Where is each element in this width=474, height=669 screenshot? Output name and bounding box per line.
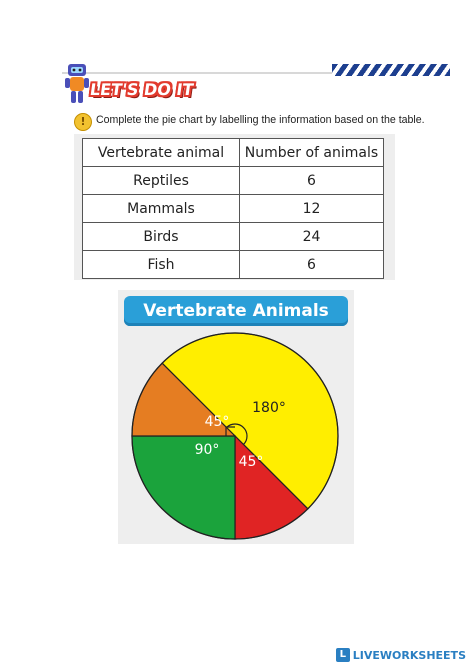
pie-slice xyxy=(131,435,236,540)
slice-label: 180° xyxy=(252,400,286,416)
banner-divider xyxy=(62,72,450,74)
right-angle-marker xyxy=(225,426,235,436)
footer-brand: L LIVEWORKSHEETS xyxy=(335,647,466,663)
instruction: ! Complete the pie chart by labelling th… xyxy=(74,112,454,132)
instruction-text: Complete the pie chart by labelling the … xyxy=(96,114,425,126)
table-row: Mammals 12 xyxy=(82,194,384,223)
pie-chart: 180° 45° 90° 45° xyxy=(131,332,339,540)
robot-mascot-icon xyxy=(65,64,89,103)
table-cell-count: 12 xyxy=(239,194,384,223)
exclamation-icon: ! xyxy=(74,113,92,131)
pie-outline xyxy=(131,332,339,540)
table-cell-animal: Mammals xyxy=(82,194,240,223)
table-row: Fish 6 xyxy=(82,250,384,279)
table-panel: Vertebrate animal Number of animals Rept… xyxy=(74,134,395,280)
table-cell-animal: Reptiles xyxy=(82,166,240,195)
slice-label: 45° xyxy=(239,454,264,470)
slice-label: 45° xyxy=(205,414,230,430)
footer-brand-text: LIVEWORKSHEETS xyxy=(352,648,466,662)
table-cell-animal: Birds xyxy=(82,222,240,251)
header-banner: LET'S DO IT xyxy=(62,62,450,104)
table-cell-count: 6 xyxy=(239,250,384,279)
column-header-count: Number of animals xyxy=(239,138,384,167)
data-table: Vertebrate animal Number of animals Rept… xyxy=(82,138,384,279)
table-header-row: Vertebrate animal Number of animals xyxy=(82,138,384,167)
banner-title: LET'S DO IT xyxy=(88,80,195,99)
chart-title: Vertebrate Animals xyxy=(143,301,329,321)
table-cell-animal: Fish xyxy=(82,250,240,279)
liveworksheets-logo-icon: L xyxy=(335,648,350,662)
banner-stripes xyxy=(332,64,450,76)
table-row: Reptiles 6 xyxy=(82,166,384,195)
table-row: Birds 24 xyxy=(82,222,384,251)
table-cell-count: 24 xyxy=(239,222,384,251)
chart-title-box: Vertebrate Animals xyxy=(124,296,348,326)
chart-panel: Vertebrate Animals 180° 45° 90° 45° xyxy=(118,290,354,544)
angle-arc-marker xyxy=(226,423,248,445)
column-header-animal: Vertebrate animal xyxy=(82,138,240,167)
table-cell-count: 6 xyxy=(239,166,384,195)
slice-label: 90° xyxy=(195,442,220,458)
